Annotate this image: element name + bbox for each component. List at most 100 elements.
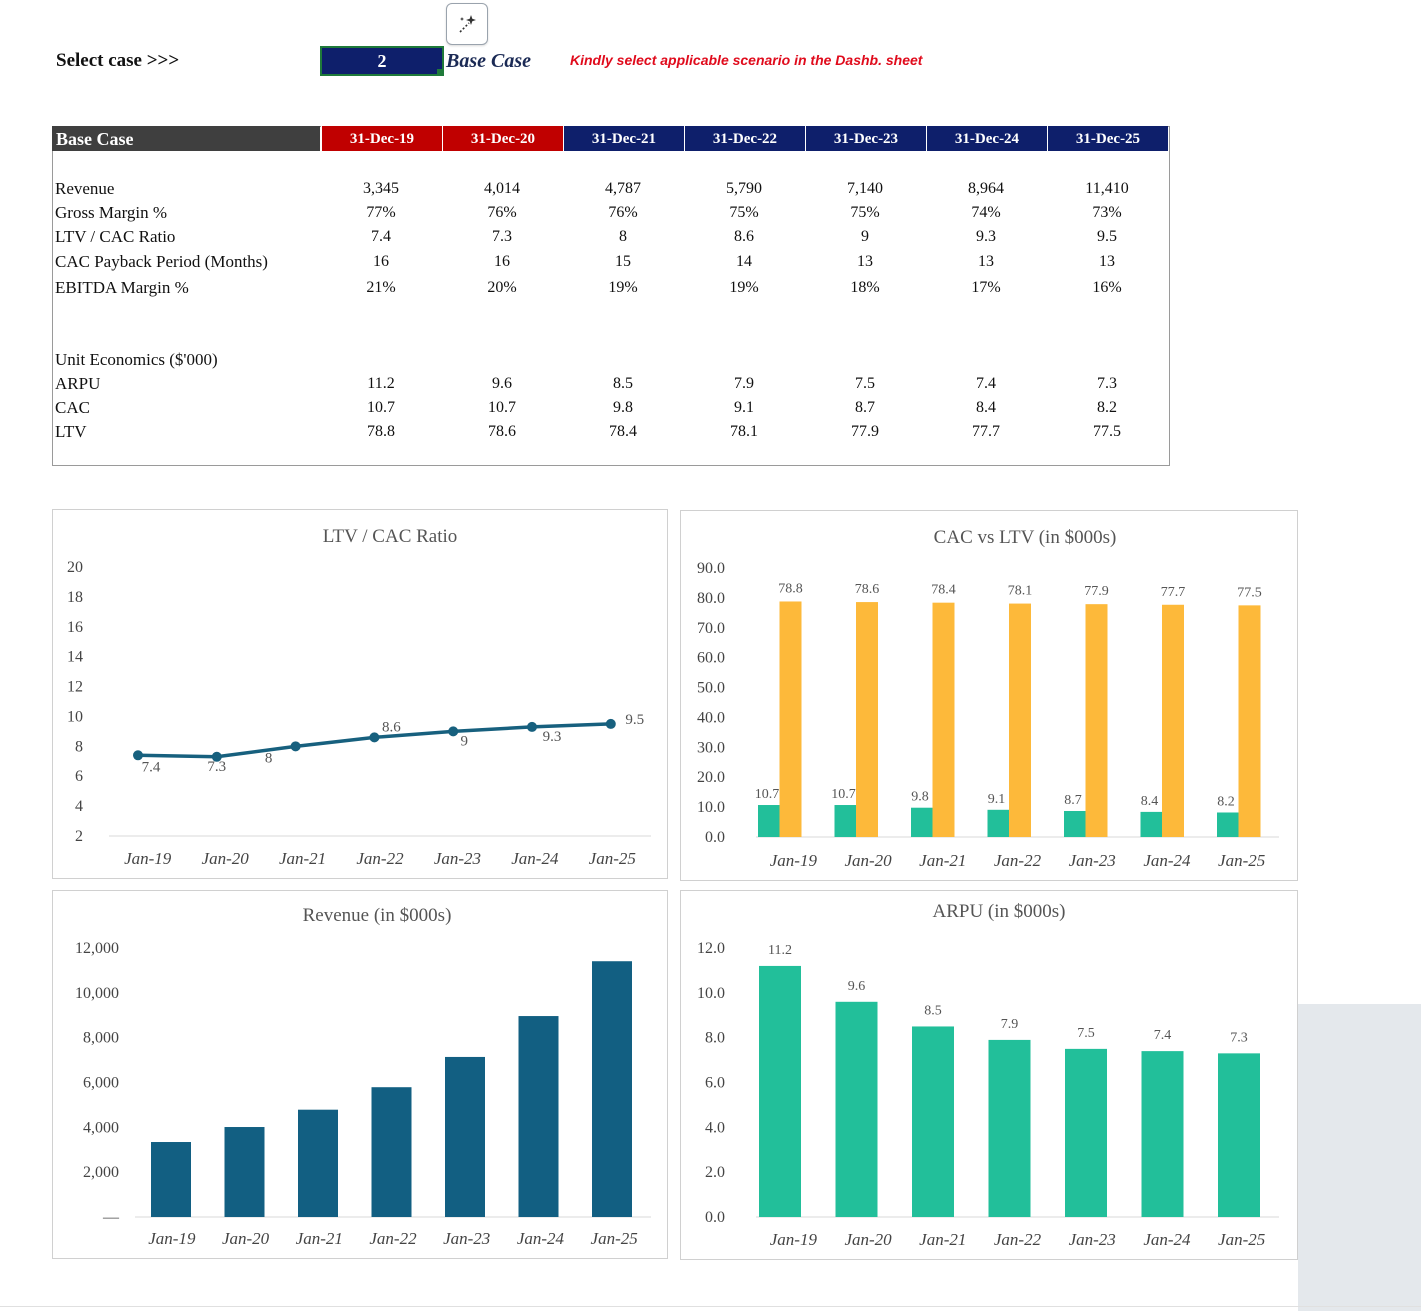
arpu-bar bbox=[988, 1039, 1031, 1217]
y-tick-label: 18 bbox=[67, 589, 83, 606]
table-cell[interactable]: 8 bbox=[619, 228, 627, 245]
table-cell[interactable]: 5,790 bbox=[726, 180, 762, 197]
table-cell[interactable]: 77.7 bbox=[972, 423, 1000, 440]
magic-wand-button[interactable] bbox=[446, 3, 488, 45]
table-cell[interactable]: 4,787 bbox=[605, 180, 641, 197]
table-cell[interactable]: 19% bbox=[608, 279, 638, 296]
data-label: 78.6 bbox=[855, 582, 880, 597]
data-label: 8.4 bbox=[1141, 794, 1159, 809]
column-header: 31-Dec-24 bbox=[926, 126, 1047, 151]
sheet-bottom-divider bbox=[0, 1306, 1421, 1307]
data-point bbox=[133, 750, 143, 761]
table-cell[interactable]: 77.9 bbox=[851, 423, 879, 440]
table-cell[interactable]: 78.4 bbox=[609, 423, 637, 440]
table-cell[interactable]: 20% bbox=[487, 279, 517, 296]
y-tick-label: 20 bbox=[67, 559, 83, 576]
y-tick-label: 50.0 bbox=[697, 680, 725, 697]
table-cell[interactable]: 8.7 bbox=[855, 399, 875, 416]
table-cell[interactable]: 3,345 bbox=[363, 180, 399, 197]
ltv-bar bbox=[932, 602, 955, 837]
table-cell[interactable]: 78.1 bbox=[730, 423, 758, 440]
table-cell[interactable]: 19% bbox=[729, 279, 759, 296]
data-label: 77.9 bbox=[1084, 584, 1109, 599]
x-tick-label: Jan-19 bbox=[770, 1230, 818, 1249]
table-cell[interactable]: 78.8 bbox=[367, 423, 395, 440]
table-cell[interactable]: 8,964 bbox=[968, 180, 1004, 197]
table-cell[interactable]: 10.7 bbox=[367, 399, 395, 416]
column-header: 31-Dec-19 bbox=[321, 126, 442, 151]
data-label: 9.8 bbox=[911, 790, 929, 805]
revenue-chart[interactable]: Revenue (in $000s) 12,000 10,000 8,000 6,000… bbox=[52, 890, 668, 1259]
table-cell[interactable]: 15 bbox=[615, 253, 631, 270]
table-cell[interactable]: 9.8 bbox=[613, 399, 633, 416]
table-cell[interactable]: 16 bbox=[373, 253, 389, 270]
arpu-bar bbox=[1141, 1051, 1184, 1217]
table-cell[interactable]: 18% bbox=[850, 279, 880, 296]
table-cell[interactable]: 11.2 bbox=[367, 375, 395, 392]
table-cell[interactable]: 16 bbox=[494, 253, 510, 270]
table-cell[interactable]: 16% bbox=[1092, 279, 1122, 296]
table-cell[interactable]: 21% bbox=[366, 279, 396, 296]
table-cell[interactable]: 76% bbox=[608, 204, 638, 221]
table-cell[interactable]: 7.3 bbox=[1097, 375, 1117, 392]
table-cell[interactable]: 75% bbox=[850, 204, 880, 221]
table-cell[interactable]: 9.1 bbox=[734, 399, 754, 416]
table-cell[interactable]: 8.5 bbox=[613, 375, 633, 392]
table-cell[interactable]: 13 bbox=[978, 253, 994, 270]
data-label: 8 bbox=[265, 750, 273, 766]
table-cell[interactable]: 76% bbox=[487, 204, 517, 221]
cac-ltv-chart[interactable]: CAC vs LTV (in $000s) 90.0 80.0 70.0 60.0 50.… bbox=[680, 510, 1298, 881]
table-cell[interactable]: 75% bbox=[729, 204, 759, 221]
data-label: 9.5 bbox=[625, 712, 644, 728]
table-cell[interactable]: 13 bbox=[1099, 253, 1115, 270]
table-cell[interactable]: 7,140 bbox=[847, 180, 883, 197]
table-cell[interactable]: 7.9 bbox=[734, 375, 754, 392]
arpu-bar bbox=[1218, 1053, 1260, 1217]
table-cell[interactable]: 10.7 bbox=[488, 399, 516, 416]
data-point bbox=[290, 741, 301, 752]
table-cell[interactable]: 8.2 bbox=[1097, 399, 1117, 416]
table-cell[interactable]: 7.4 bbox=[976, 375, 996, 392]
table-cell[interactable]: 11,410 bbox=[1085, 180, 1129, 197]
x-tick-label: Jan-20 bbox=[844, 851, 892, 870]
table-cell[interactable]: 8.6 bbox=[734, 228, 754, 245]
table-cell[interactable]: 78.6 bbox=[488, 423, 516, 440]
table-cell[interactable]: 9.5 bbox=[1097, 228, 1117, 245]
arpu-chart[interactable]: ARPU (in $000s) 12.0 10.0 8.0 6.0 4.0 2.0 0.0 Ja… bbox=[680, 890, 1298, 1260]
row-label: ARPU bbox=[55, 374, 101, 393]
table-cell[interactable]: 7.5 bbox=[855, 375, 875, 392]
table-title: Base Case bbox=[52, 126, 320, 151]
column-header: 31-Dec-23 bbox=[805, 126, 926, 151]
case-selector-cell[interactable]: 2 bbox=[320, 46, 444, 76]
select-case-label: Select case >>> bbox=[56, 50, 180, 71]
data-point bbox=[448, 726, 459, 737]
table-cell[interactable]: 9 bbox=[861, 228, 869, 245]
x-tick-label: Jan-21 bbox=[919, 851, 966, 870]
table-cell[interactable]: 77% bbox=[366, 204, 396, 221]
ltv-bar bbox=[1238, 605, 1261, 837]
ltv-cac-chart[interactable]: LTV / CAC Ratio 20 18 16 14 12 10 8 6 4 2 Jan-19 Jan… bbox=[52, 509, 668, 879]
table-cell[interactable]: 9.3 bbox=[976, 228, 996, 245]
table-cell[interactable]: 4,014 bbox=[484, 180, 520, 197]
x-tick-label: Jan-22 bbox=[994, 851, 1042, 870]
table-cell[interactable]: 8.4 bbox=[976, 399, 996, 416]
y-tick-label: 70.0 bbox=[697, 620, 725, 637]
table-cell[interactable]: 7.3 bbox=[492, 228, 512, 245]
y-tick-label: 0.0 bbox=[705, 829, 725, 846]
y-tick-label: 10 bbox=[67, 708, 83, 725]
x-tick-label: Jan-24 bbox=[511, 849, 559, 868]
table-cell[interactable]: 73% bbox=[1092, 204, 1122, 221]
cell-fill-handle[interactable] bbox=[437, 69, 443, 75]
revenue-bar bbox=[371, 1087, 412, 1217]
ltv-bar bbox=[856, 602, 878, 837]
data-label: 7.9 bbox=[1001, 1017, 1019, 1032]
table-cell[interactable]: 74% bbox=[971, 204, 1001, 221]
table-cell[interactable]: 77.5 bbox=[1093, 423, 1121, 440]
side-panel-edge bbox=[1298, 1004, 1421, 1311]
table-cell[interactable]: 14 bbox=[736, 253, 752, 270]
table-cell[interactable]: 13 bbox=[857, 253, 873, 270]
table-cell[interactable]: 7.4 bbox=[371, 228, 391, 245]
chart-title: LTV / CAC Ratio bbox=[323, 526, 458, 547]
table-cell[interactable]: 17% bbox=[971, 279, 1001, 296]
table-cell[interactable]: 9.6 bbox=[492, 375, 512, 392]
